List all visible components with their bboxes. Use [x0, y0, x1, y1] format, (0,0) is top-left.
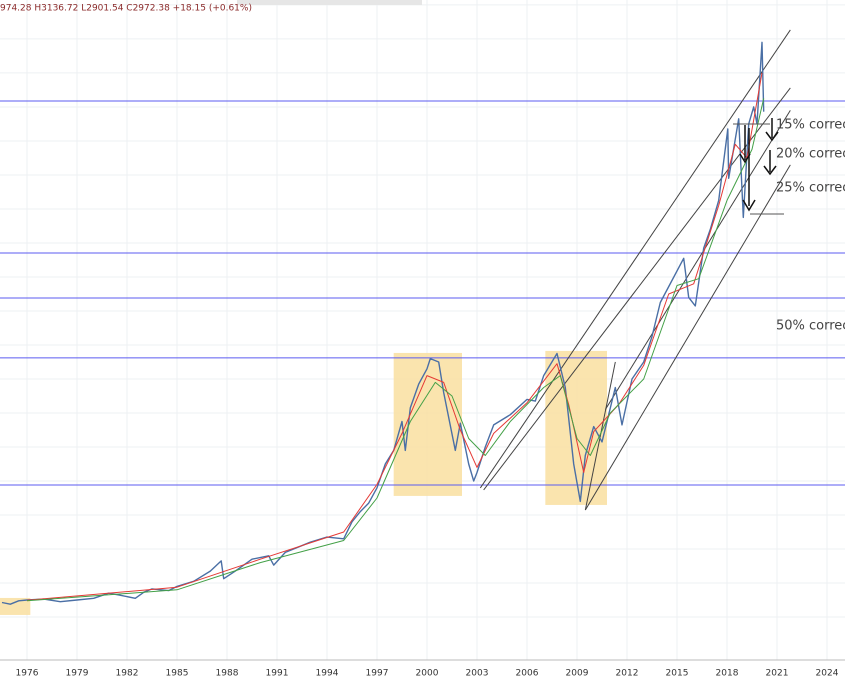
highlight-box	[393, 352, 462, 496]
x-tick-label: 2009	[566, 669, 589, 679]
annotation: 25% correction	[776, 181, 845, 196]
x-tick-label: 2012	[616, 669, 639, 679]
x-tick-label: 1979	[66, 669, 89, 679]
toolbar-edge	[237, 0, 422, 5]
x-tick-label: 2015	[666, 669, 689, 679]
x-tick-label: 1976	[16, 669, 39, 679]
trend-line	[584, 164, 791, 511]
x-tick-label: 1982	[116, 669, 139, 679]
ohlc-header: 974.28 H3136.72 L2901.54 C2972.38 +18.15…	[0, 4, 252, 14]
price-line	[26, 98, 765, 602]
x-tick-label: 1985	[166, 669, 189, 679]
x-tick-label: 1994	[316, 669, 339, 679]
x-tick-label: 1991	[266, 669, 289, 679]
annotation: 50% correction	[776, 319, 845, 334]
range-marks	[733, 123, 784, 215]
line-layer	[1, 41, 765, 605]
x-tick-label: 1988	[216, 669, 239, 679]
arrows	[739, 118, 779, 212]
price-line	[26, 72, 763, 601]
trend-line	[483, 87, 791, 491]
highlight-box	[0, 597, 31, 615]
x-tick-label: 2006	[516, 669, 539, 679]
annotation: 15% correction	[776, 118, 845, 133]
x-tick-label: 2024	[816, 669, 839, 679]
x-tick-label: 2018	[716, 669, 739, 679]
x-tick-label: 2003	[466, 669, 489, 679]
trend-line	[479, 29, 791, 489]
under-layer	[0, 0, 845, 660]
annotation: 20% correction	[776, 147, 845, 162]
trend-line	[604, 110, 791, 410]
x-tick-label: 1997	[366, 669, 389, 679]
x-tick-label: 2021	[766, 669, 789, 679]
trend-line	[584, 361, 616, 511]
x-tick-label: 2000	[416, 669, 439, 679]
